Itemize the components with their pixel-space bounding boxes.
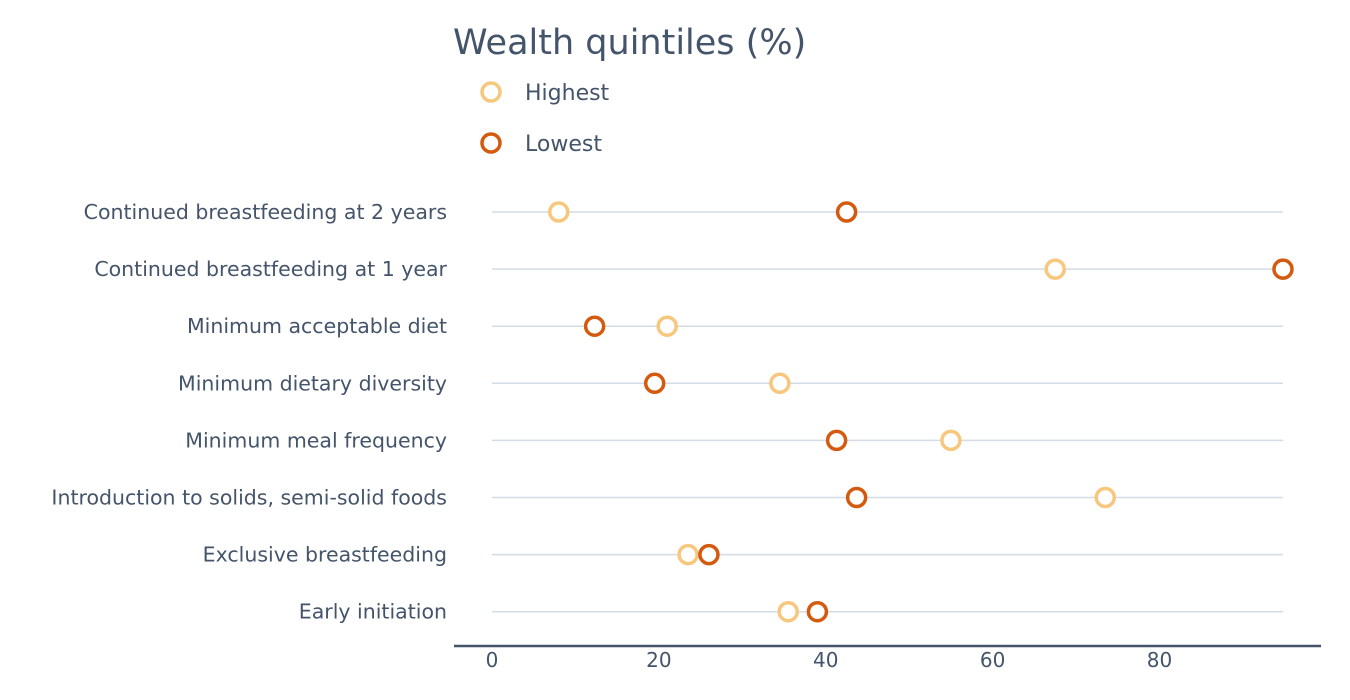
category-label: Continued breastfeeding at 2 years: [84, 200, 447, 224]
x-tick-label: 0: [486, 648, 499, 672]
point-highest: [548, 201, 570, 223]
category-label: Early initiation: [299, 600, 447, 624]
data-points: [548, 201, 1294, 623]
point-highest: [656, 315, 678, 337]
category-label: Continued breastfeeding at 1 year: [94, 257, 447, 281]
legend-marker-highest: [480, 81, 502, 103]
point-lowest: [583, 315, 606, 337]
category-label: Minimum meal frequency: [185, 428, 447, 452]
legend-label-highest: Highest: [525, 81, 610, 106]
x-tick-label: 60: [980, 648, 1005, 672]
point-highest: [677, 543, 699, 566]
point-highest: [1044, 258, 1066, 280]
gridlines: [492, 211, 1283, 613]
x-axis-tick-labels: 0 20 40 60 80: [486, 648, 1173, 672]
point-highest: [777, 600, 799, 623]
point-lowest: [845, 486, 868, 509]
point-highest: [1094, 486, 1117, 509]
chart-title: Wealth quintiles (%): [453, 23, 806, 63]
category-labels: Continued breastfeeding at 2 years Contin…: [51, 200, 447, 624]
point-lowest: [698, 543, 720, 566]
point-lowest: [825, 429, 848, 452]
category-label: Minimum dietary diversity: [178, 371, 447, 395]
category-label: Exclusive breastfeeding: [203, 543, 447, 567]
category-label: Introduction to solids, semi-solid foods: [51, 486, 447, 510]
point-lowest: [806, 600, 829, 623]
point-highest: [769, 372, 791, 395]
point-lowest: [643, 372, 666, 395]
point-lowest: [1272, 258, 1294, 280]
point-highest: [940, 429, 962, 452]
x-tick-label: 40: [813, 648, 838, 672]
legend-marker-lowest: [480, 132, 502, 154]
category-label: Minimum acceptable diet: [187, 314, 447, 338]
point-lowest: [835, 201, 858, 223]
x-tick-label: 20: [646, 648, 671, 672]
legend-label-lowest: Lowest: [525, 132, 602, 157]
x-tick-label: 80: [1147, 648, 1172, 672]
legend: Highest Lowest: [480, 81, 610, 157]
